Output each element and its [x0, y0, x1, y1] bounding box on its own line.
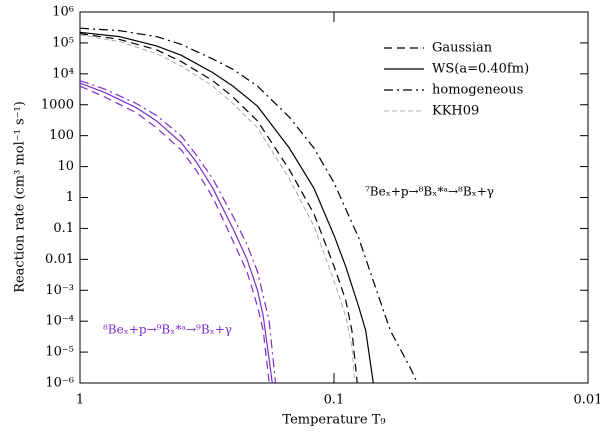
- series-line: [79, 82, 273, 384]
- y-tick-label: 10⁻⁵: [45, 345, 74, 360]
- legend-label: WS(a=0.40fm): [432, 62, 529, 77]
- y-axis-label: Reaction rate (cm³ mol⁻¹ s⁻¹): [13, 101, 28, 293]
- legend-label: KKH09: [432, 104, 479, 119]
- annotation: ⁷Beₓ+p→⁸Bₓ*ᵃ→⁸Bₓ+γ: [365, 185, 494, 199]
- y-tick-label: 10⁴: [52, 66, 74, 81]
- x-tick-label: 1: [76, 393, 84, 408]
- x-axis-label: Temperature T₉: [282, 413, 385, 428]
- series-line: [79, 31, 374, 384]
- x-tick-label: 0.01: [574, 393, 600, 408]
- y-tick-label: 0.1: [53, 221, 74, 236]
- series-line: [79, 80, 277, 384]
- y-tick-label: 10⁻⁴: [45, 314, 74, 329]
- y-tick-label: 10⁻⁶: [45, 376, 74, 391]
- y-tick-label: 10⁵: [52, 35, 74, 50]
- y-tick-label: 10⁶: [52, 5, 74, 20]
- annotation: ⁸Beₓ+p→⁹Bₓ*ᵃ→⁹Bₓ+γ: [103, 323, 232, 337]
- series-line: [79, 85, 270, 384]
- y-tick-label: 1000: [41, 97, 74, 112]
- y-tick-label: 0.01: [45, 252, 74, 267]
- y-tick-label: 100: [49, 128, 74, 143]
- x-tick-label: 0.1: [324, 393, 345, 408]
- series-line: [79, 27, 418, 384]
- legend-label: Gaussian: [432, 41, 493, 56]
- y-tick-label: 10⁻³: [45, 283, 74, 298]
- series-line: [79, 33, 358, 384]
- legend-label: homogeneous: [432, 83, 523, 98]
- y-tick-label: 10: [57, 159, 74, 174]
- y-tick-label: 1: [66, 190, 74, 205]
